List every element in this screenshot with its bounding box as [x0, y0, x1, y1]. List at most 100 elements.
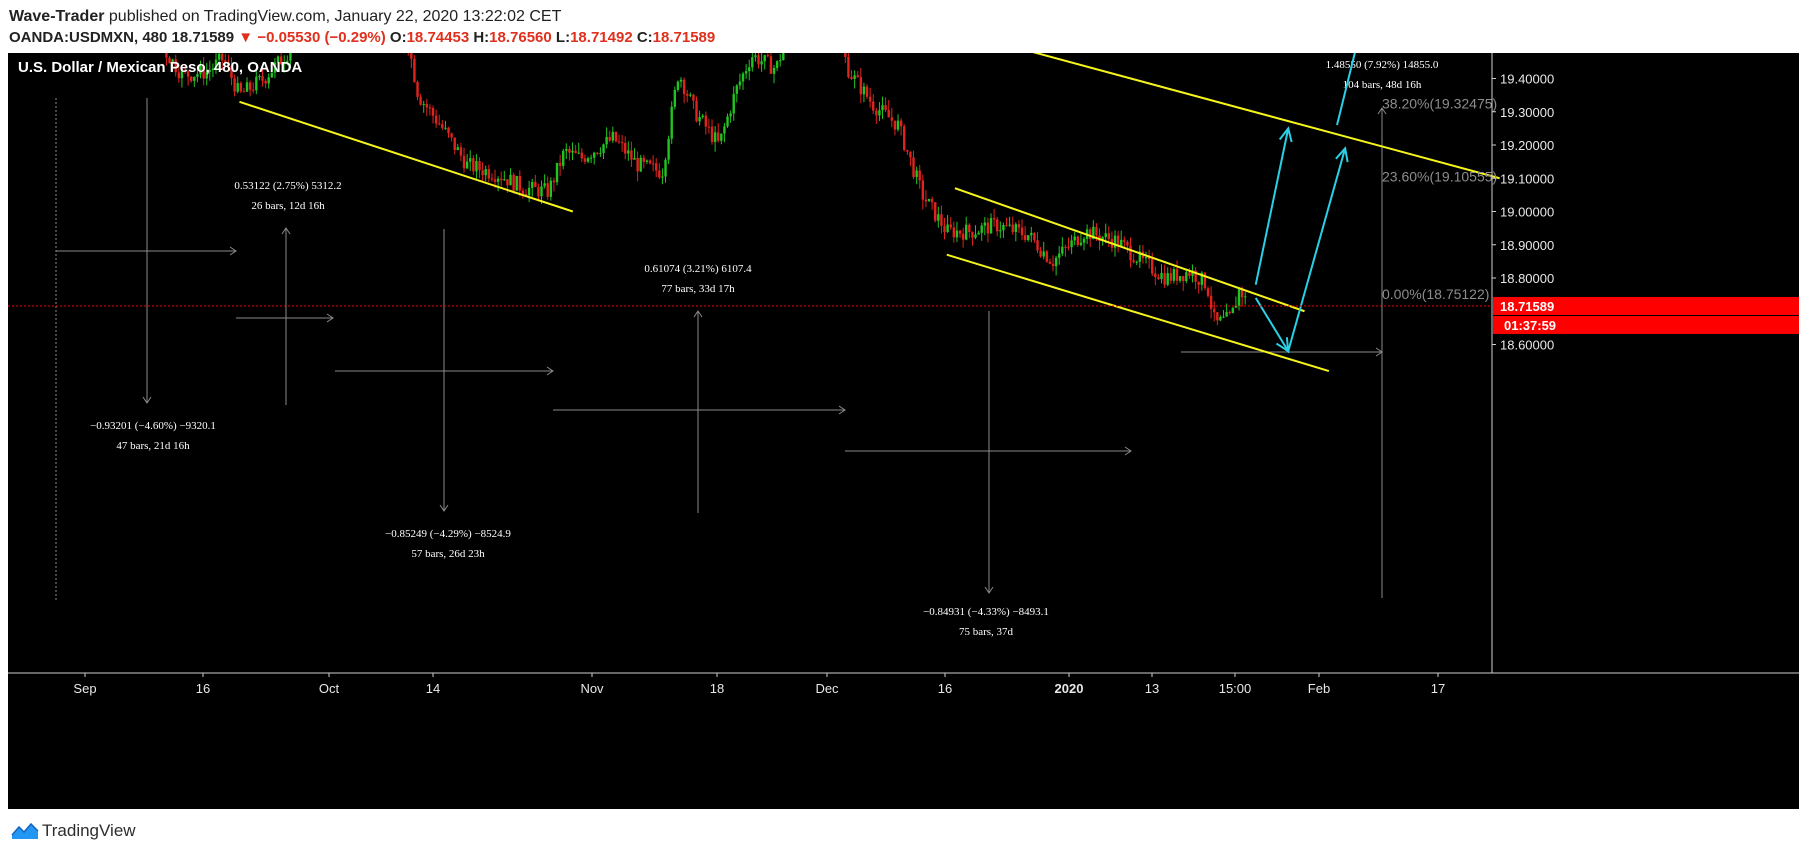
candle-body: [633, 157, 636, 160]
candle-body: [872, 101, 875, 111]
time-tick-label: Feb: [1308, 681, 1330, 696]
chart-title: U.S. Dollar / Mexican Peso, 480, OANDA: [18, 59, 302, 76]
time-tick-label: 14: [426, 681, 440, 696]
chart-area[interactable]: −0.93201 (−4.60%) −9320.1 47 bars, 21d 16…: [8, 53, 1799, 809]
candle-body: [903, 126, 906, 150]
candle-body: [459, 147, 463, 156]
candle-body: [751, 57, 754, 68]
price-tick-label: 19.00000: [1500, 205, 1554, 220]
candle-body: [534, 181, 537, 188]
candle-body: [1005, 225, 1008, 227]
candle-body: [208, 70, 212, 72]
candle-body: [946, 224, 949, 233]
candle-body: [565, 148, 568, 151]
measure-arrow-icon: [838, 405, 846, 415]
candle-body: [735, 85, 739, 94]
candle-body: [639, 157, 642, 172]
price-tick-label: 19.30000: [1500, 105, 1554, 120]
candle-body: [1151, 259, 1154, 274]
candle-body: [527, 187, 531, 196]
candle-body: [682, 79, 686, 94]
candle-body: [692, 94, 695, 101]
candle-body: [202, 65, 205, 79]
candle-body: [456, 147, 460, 150]
candle-body: [617, 141, 621, 143]
candle-body: [971, 232, 974, 238]
trendline[interactable]: [954, 187, 1305, 313]
candle-body: [465, 161, 469, 169]
symbol-label: OANDA:USDMXN, 480: [9, 29, 168, 46]
candle-body: [1225, 312, 1228, 317]
candle-body: [1092, 226, 1095, 240]
trendline[interactable]: [946, 253, 1330, 373]
candle-body: [965, 224, 968, 240]
candle-body: [862, 86, 866, 95]
publication-line: Wave-Trader published on TradingView.com…: [9, 8, 561, 26]
candle-body: [267, 77, 270, 84]
candle-body: [416, 81, 419, 97]
candle-body: [1073, 236, 1076, 241]
candle-body: [217, 53, 221, 60]
candle-body: [493, 179, 497, 182]
candle-body: [506, 179, 509, 186]
candle-body: [227, 62, 230, 67]
candle-body: [934, 202, 937, 221]
price-tick-label: 18.90000: [1500, 238, 1554, 253]
price-chart[interactable]: −0.93201 (−4.60%) −9320.1 47 bars, 21d 16…: [8, 53, 1799, 809]
candle-body: [996, 219, 999, 232]
candle-body: [937, 214, 940, 221]
candle-body: [1160, 272, 1163, 280]
candle-body: [555, 162, 559, 183]
candle-body: [686, 93, 689, 96]
last-price: 18.71589: [171, 29, 235, 46]
candle-body: [593, 152, 596, 158]
candle-body: [949, 224, 952, 228]
candle-body: [236, 83, 239, 92]
high-value: 18.76560: [489, 29, 552, 46]
candle-body: [679, 79, 683, 82]
candle-body: [177, 72, 181, 79]
candle-body: [909, 151, 912, 158]
candle-body: [425, 103, 429, 108]
trendline[interactable]: [239, 100, 574, 213]
candle-body: [583, 158, 587, 162]
tradingview-logo-icon[interactable]: [10, 821, 40, 841]
candle-body: [1185, 272, 1188, 282]
measure-arrow-icon: [1377, 107, 1387, 115]
candle-body: [248, 82, 252, 90]
candle-body: [199, 65, 202, 75]
chart-header: Wave-Trader published on TradingView.com…: [0, 0, 1805, 56]
measure-label-bars: 57 bars, 26d 23h: [411, 548, 485, 560]
candle-body: [469, 158, 472, 162]
candle-body: [165, 53, 168, 58]
candle-body: [779, 60, 782, 62]
candle-body: [589, 157, 593, 159]
candle-body: [1089, 229, 1092, 240]
projection-path[interactable]: [1254, 148, 1347, 354]
author-name[interactable]: Wave-Trader: [9, 8, 105, 25]
candle-body: [859, 77, 863, 95]
candle-body: [1132, 260, 1135, 263]
candle-body: [487, 169, 491, 179]
measure-arrow-icon: [439, 504, 449, 512]
measure-label-bars: 77 bars, 33d 17h: [661, 283, 735, 295]
candle-body: [1169, 273, 1173, 281]
candle-body: [738, 81, 742, 86]
candle-body: [1113, 235, 1117, 248]
candle-body: [500, 178, 503, 181]
candle-body: [211, 68, 215, 71]
candle-body: [1002, 225, 1005, 231]
projection-path[interactable]: [1254, 128, 1290, 285]
trendline[interactable]: [12, 53, 1500, 180]
candle-body: [989, 218, 993, 234]
candle-body: [1209, 295, 1213, 309]
projection-path[interactable]: [1336, 53, 1418, 126]
tradingview-brand[interactable]: TradingView: [42, 821, 136, 840]
candle-body: [881, 105, 884, 111]
candle-body: [642, 157, 646, 162]
measure-label-delta: 0.61074 (3.21%) 6107.4: [644, 263, 752, 275]
trendlines-layer: [12, 53, 1500, 373]
candle-body: [224, 60, 227, 63]
candle-body: [921, 180, 925, 200]
candle-body: [586, 158, 590, 162]
